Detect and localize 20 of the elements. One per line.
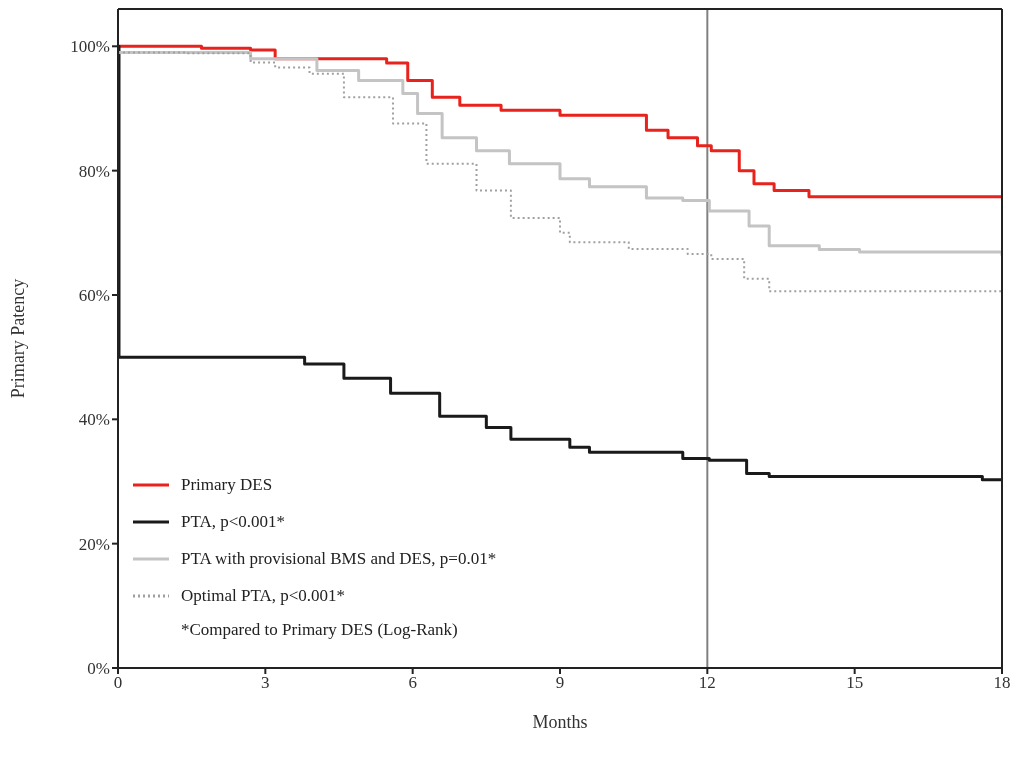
y-axis-title: Primary Patency [8,278,29,399]
x-tick-label: 3 [261,673,270,693]
x-tick-label: 15 [846,673,864,693]
y-tick-label: 80% [78,161,110,181]
y-tick-label: 40% [78,410,110,430]
x-tick-label: 12 [698,673,716,693]
x-tick-label: 6 [408,673,417,693]
annotation: *Compared to Primary DES (Log-Rank) [181,620,459,640]
y-tick-label: 100% [70,37,110,57]
legend-label: Optimal PTA, p<0.001* [181,585,346,606]
x-axis-title: Months [532,712,588,732]
legend-label: Primary DES [181,474,273,495]
x-tick-label: 9 [555,673,565,693]
legend-label: PTA with provisional BMS and DES, p=0.01* [181,548,497,569]
y-tick-label: 0% [87,659,110,679]
y-tick-label: 20% [78,534,110,554]
legend-label: PTA, p<0.001* [181,511,286,532]
y-tick-label: 60% [78,286,110,306]
x-tick-label: 18 [993,673,1011,693]
x-tick-label: 0 [113,673,123,693]
